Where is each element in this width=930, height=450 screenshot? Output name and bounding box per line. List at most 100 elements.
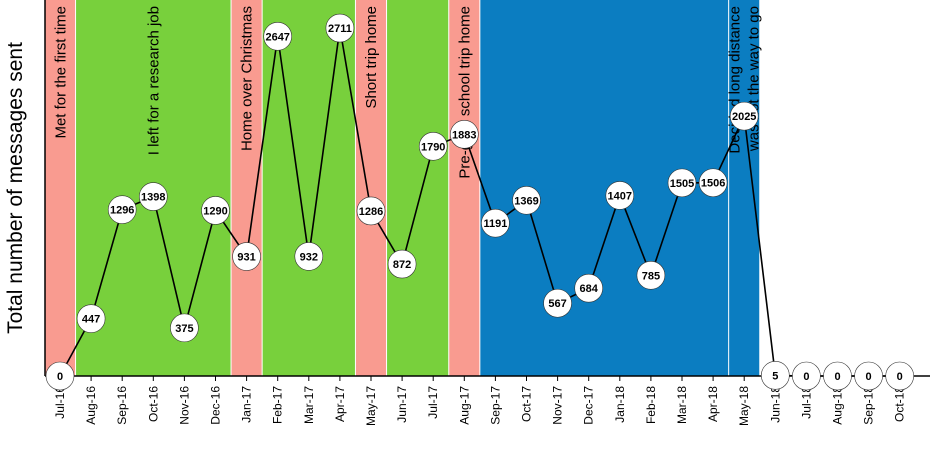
data-label: 1286 [359, 206, 383, 218]
data-marker [325, 13, 355, 43]
data-point: 932 [294, 242, 324, 271]
band-annotation: Short trip home [363, 6, 380, 109]
x-tick-label: Feb-17 [271, 386, 285, 424]
data-point: 1790 [418, 131, 448, 161]
data-point: 1506 [698, 168, 728, 198]
data-point: 785 [636, 260, 666, 290]
data-point: 0 [45, 361, 75, 391]
data-marker [792, 361, 821, 391]
data-label: 1290 [203, 205, 227, 217]
x-tick-label: Jul-16 [53, 386, 67, 419]
data-point: 1296 [107, 195, 137, 224]
data-label: 1883 [452, 129, 476, 141]
data-point: 1286 [356, 196, 386, 226]
data-point: 447 [76, 304, 106, 333]
data-marker [387, 249, 417, 279]
data-marker [107, 195, 137, 224]
x-tick-label: Mar-17 [302, 386, 316, 424]
data-marker [605, 181, 635, 210]
data-point: 684 [574, 273, 604, 303]
band-annotation: Met for the first time [52, 6, 69, 139]
data-label: 5 [772, 370, 778, 382]
data-marker [885, 361, 915, 391]
x-tick-label: Dec-17 [582, 386, 596, 425]
data-point: 0 [854, 361, 883, 391]
x-tick-labels: Jul-16 Aug-16 Sep-16 Oct-16 Nov-16 Dec-16 Jan-… [53, 376, 907, 426]
data-point: 2647 [263, 22, 293, 51]
y-axis-label: Total number of messages sent [4, 42, 27, 334]
data-marker [481, 208, 510, 238]
data-point: 2711 [325, 13, 355, 43]
data-label: 0 [866, 371, 872, 383]
data-point: 1191 [481, 208, 510, 238]
data-point: 1369 [512, 186, 541, 215]
data-label: 447 [82, 314, 100, 326]
data-label: 2647 [265, 31, 289, 43]
data-label: 932 [300, 251, 318, 263]
data-point: 931 [232, 242, 261, 271]
x-tick-label: Jan-18 [613, 386, 627, 423]
data-marker [263, 22, 293, 51]
data-marker [729, 101, 759, 131]
data-marker [854, 361, 883, 391]
data-label: 375 [175, 323, 193, 335]
data-marker [170, 313, 199, 343]
data-label: 1506 [701, 178, 725, 190]
x-tick-label: Sep-16 [115, 386, 129, 425]
data-label: 785 [642, 270, 660, 282]
data-label: 567 [548, 298, 566, 310]
data-marker [512, 186, 541, 215]
data-label: 1369 [514, 195, 538, 207]
x-tick-label: Aug-17 [457, 386, 471, 425]
band-6 [448, 0, 480, 376]
data-marker [667, 168, 697, 198]
data-marker [45, 361, 75, 391]
data-point: 0 [792, 361, 821, 391]
band-5 [386, 0, 449, 376]
band-8 [728, 0, 760, 376]
data-points: 0 447 1296 1398 375 1290 931 2647 932 2711 1286 872… [45, 13, 915, 391]
x-tick-label: Aug-18 [831, 386, 845, 425]
x-tick-label: Jun-18 [768, 386, 782, 423]
data-point: 567 [543, 288, 572, 318]
data-marker [760, 361, 790, 390]
x-tick-label: Feb-18 [644, 386, 658, 424]
data-marker [449, 120, 479, 149]
data-marker [294, 242, 324, 271]
data-marker [356, 196, 386, 226]
x-tick-label: Oct-18 [893, 386, 907, 422]
data-point: 1883 [449, 120, 479, 149]
data-label: 1505 [670, 178, 694, 190]
band-3 [262, 0, 356, 376]
x-tick-label: Oct-16 [146, 386, 160, 422]
period-bands [45, 0, 919, 376]
data-label: 1296 [110, 205, 134, 217]
x-tick-label: Jul-18 [799, 386, 813, 419]
data-label: 1398 [141, 192, 165, 204]
data-point: 1290 [201, 196, 230, 225]
x-tick-label: Nov-17 [551, 386, 565, 425]
data-label: 0 [834, 371, 840, 383]
data-point: 1398 [139, 182, 168, 211]
x-tick-label: Dec-16 [209, 386, 223, 425]
x-tick-label: Apr-17 [333, 386, 347, 422]
data-marker [418, 131, 448, 161]
x-tick-label: Aug-16 [84, 386, 98, 425]
data-label: 0 [57, 371, 63, 383]
data-label: 872 [393, 259, 411, 271]
data-point: 872 [387, 249, 417, 279]
band-annotation: was not the way to go [746, 6, 763, 152]
data-label: 931 [237, 252, 255, 264]
data-label: 684 [580, 283, 599, 295]
x-tick-label: Oct-17 [520, 386, 534, 422]
data-point: 1407 [605, 181, 635, 210]
data-label: 2025 [732, 111, 756, 123]
data-label: 0 [803, 371, 809, 383]
x-tick-label: Nov-16 [177, 386, 191, 425]
data-point: 0 [823, 361, 852, 391]
data-label: 0 [897, 371, 903, 383]
data-marker [543, 288, 572, 318]
data-marker [139, 182, 168, 211]
data-point: 2025 [729, 101, 759, 131]
